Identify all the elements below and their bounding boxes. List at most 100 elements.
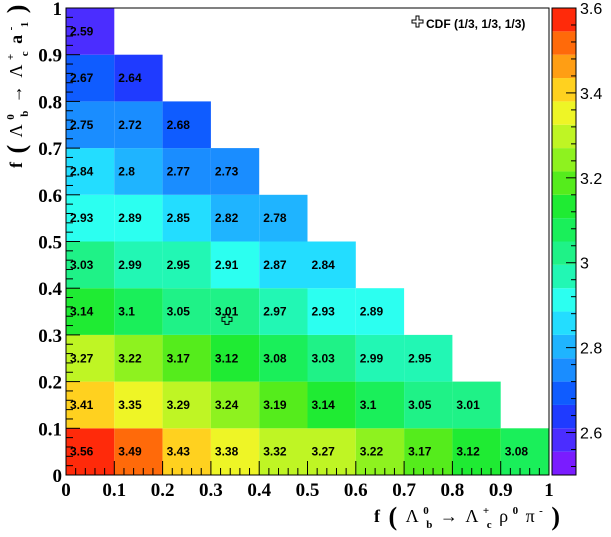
palette-tick-label: 3 (580, 256, 589, 273)
palette-band (552, 218, 576, 242)
cell-value-label: 2.99 (360, 351, 384, 365)
y-tick-label: 0.6 (38, 186, 62, 207)
y-title-lambda: Λ (6, 124, 26, 137)
heatmap-cell (162, 381, 211, 429)
heatmap-cell (307, 334, 356, 382)
palette-band (552, 148, 576, 172)
cell-value-label: 3.01 (456, 398, 480, 412)
heatmap-cell (355, 288, 405, 335)
heatmap-cell (66, 381, 115, 429)
x-title-arrow: → (440, 506, 458, 526)
palette-band (552, 381, 576, 405)
cell-value-label: 2.91 (215, 258, 239, 272)
heatmap-cell (114, 288, 163, 335)
palette-band (552, 404, 576, 429)
cell-value-label: 3.43 (167, 445, 191, 459)
palette-band (552, 288, 576, 312)
cell-value-label: 2.67 (70, 71, 94, 85)
heatmap-cell (210, 428, 260, 475)
heatmap-cell (162, 334, 211, 382)
x-tick-label: 0.1 (102, 480, 126, 501)
heatmap-cell (66, 54, 115, 102)
y-title-a-sup: - (5, 26, 17, 30)
heatmap-cell (307, 288, 356, 335)
heatmap-cell (66, 334, 115, 382)
heatmap-cell (66, 288, 115, 335)
y-title-close-paren: ) (2, 5, 31, 14)
x-tick-label: 0.3 (199, 480, 223, 501)
heatmap-cell (307, 428, 356, 475)
cell-value-label: 3.24 (215, 398, 239, 412)
y-tick-label: 0.2 (38, 373, 62, 394)
palette-tick-label: 2.8 (580, 341, 602, 358)
heatmap-cell (404, 334, 453, 382)
cell-value-label: 3.08 (505, 445, 529, 459)
cell-value-label: 2.97 (263, 305, 287, 319)
x-tick-label: 0.9 (489, 480, 513, 501)
heatmap-cell (114, 381, 163, 429)
palette-tick-label: 3.6 (580, 1, 602, 18)
heatmap-cell (66, 241, 115, 289)
heatmap-cell (66, 101, 115, 149)
x-tick-label: 0.4 (247, 480, 271, 501)
cell-value-label: 3.29 (167, 398, 191, 412)
heatmap-cell (210, 148, 260, 195)
cell-value-label: 3.27 (312, 445, 336, 459)
x-title-lambdac-sup: + (483, 505, 489, 517)
cell-value-label: 2.85 (167, 211, 191, 225)
palette-band (552, 428, 576, 452)
x-tick-label: 0.5 (296, 480, 320, 501)
y-tick-label: 0.1 (38, 419, 62, 440)
cell-value-label: 3.17 (167, 351, 191, 365)
x-title-lambdac-sub: c (487, 519, 492, 531)
y-title-lambda-sup: 0 (5, 114, 17, 120)
heatmap-cell (210, 334, 260, 382)
y-tick-label: 0.9 (38, 46, 62, 67)
cell-value-label: 3.35 (118, 398, 142, 412)
cell-value-label: 2.75 (70, 118, 94, 132)
heatmap-cell (114, 101, 163, 149)
x-title-lambdac: Λ (465, 506, 478, 526)
cell-value-label: 3.17 (408, 445, 432, 459)
cell-value-label: 2.89 (360, 305, 384, 319)
cell-value-label: 3.14 (70, 305, 94, 319)
palette-band (552, 241, 576, 265)
x-tick-label: 0 (61, 480, 71, 501)
cell-value-label: 2.95 (408, 351, 432, 365)
heatmap-cell (259, 334, 308, 382)
cell-value-label: 2.95 (167, 258, 191, 272)
heatmap-cell (452, 428, 501, 475)
legend-label: CDF (1/3, 1/3, 1/3) (426, 17, 525, 31)
cell-value-label: 3.03 (70, 258, 94, 272)
heatmap-cell (500, 428, 549, 475)
heatmap-cell (114, 334, 163, 382)
palette-band (552, 8, 576, 32)
palette-tick-label: 3.4 (580, 86, 602, 103)
cell-value-label: 2.68 (167, 118, 191, 132)
y-title-a-sub: 1 (19, 22, 31, 28)
x-tick-label: 0.6 (344, 480, 368, 501)
x-tick-label: 1 (544, 480, 554, 501)
cell-value-label: 2.59 (70, 24, 94, 38)
palette-band (552, 31, 576, 55)
heatmap-cell (355, 334, 405, 382)
heatmap-cell (355, 428, 405, 475)
heatmap-cell (259, 428, 308, 475)
palette-band (552, 54, 576, 79)
heatmap-cell (210, 194, 260, 242)
cell-value-label: 2.93 (70, 211, 94, 225)
cell-value-label: 2.64 (118, 71, 142, 85)
legend: CDF (1/3, 1/3, 1/3) (411, 15, 525, 31)
cell-value-label: 2.73 (215, 164, 239, 178)
heatmap-cell (114, 241, 163, 289)
heatmap-cell (404, 428, 453, 475)
y-tick-label: 0.8 (38, 92, 62, 113)
cdf-marker-icon (221, 313, 233, 325)
y-tick-label: 0.7 (38, 139, 62, 160)
cell-value-label: 2.78 (263, 211, 287, 225)
x-tick-label: 0.2 (151, 480, 175, 501)
x-tick-label: 0.7 (392, 480, 416, 501)
palette-tick-label: 2.6 (580, 426, 602, 443)
cell-value-label: 3.03 (312, 351, 336, 365)
palette-band (552, 124, 576, 149)
